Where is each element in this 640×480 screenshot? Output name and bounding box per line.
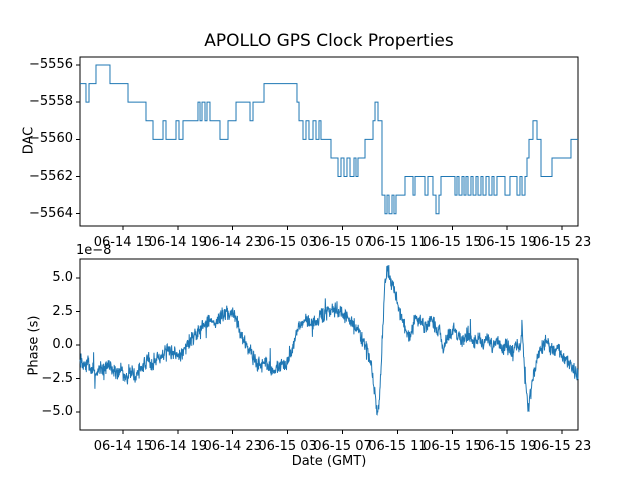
y-tick-label: −5558 — [29, 94, 73, 110]
y-tick-label: −5562 — [29, 168, 73, 184]
x-tick-label: 06-14 19 — [148, 439, 208, 454]
x-tick-label: 06-14 23 — [203, 235, 262, 250]
x-tick-label: 06-15 07 — [313, 439, 372, 454]
x-tick-label: 06-14 15 — [93, 439, 153, 454]
phase-scale-offset-label: 1e−8 — [76, 243, 112, 258]
x-tick-label: 06-14 15 — [93, 235, 153, 250]
x-tick-label: 06-14 23 — [203, 439, 262, 454]
x-tick-label: 06-15 15 — [423, 439, 482, 454]
x-tick-label: 06-15 15 — [423, 235, 482, 250]
x-tick-label: 06-15 03 — [258, 439, 317, 454]
y-tick-label: −5556 — [29, 56, 73, 72]
x-tick-label: 06-15 11 — [368, 439, 427, 454]
x-tick-label: 06-15 23 — [532, 235, 592, 250]
y-tick-label: −5.0 — [41, 404, 73, 420]
x-tick-label: 06-15 07 — [313, 235, 372, 250]
chart-title: APOLLO GPS Clock Properties — [204, 31, 454, 51]
x-tick-label: 06-15 03 — [258, 235, 317, 250]
x-tick-label: 06-15 23 — [532, 439, 592, 454]
x-tick-label: 06-15 19 — [477, 439, 537, 454]
x-tick-label: 06-14 19 — [148, 235, 208, 250]
y-tick-label: −5564 — [29, 205, 73, 221]
y-tick-label: −2.5 — [41, 370, 73, 386]
x-tick-label: 06-15 19 — [477, 235, 537, 250]
y-tick-label: 5.0 — [52, 270, 73, 286]
y-tick-label: −5560 — [29, 131, 73, 147]
x-axis-label: Date (GMT) — [291, 454, 367, 469]
y-tick-label: 0.0 — [52, 337, 73, 353]
y-tick-label: 2.5 — [52, 303, 73, 319]
x-tick-label: 06-15 11 — [368, 235, 427, 250]
